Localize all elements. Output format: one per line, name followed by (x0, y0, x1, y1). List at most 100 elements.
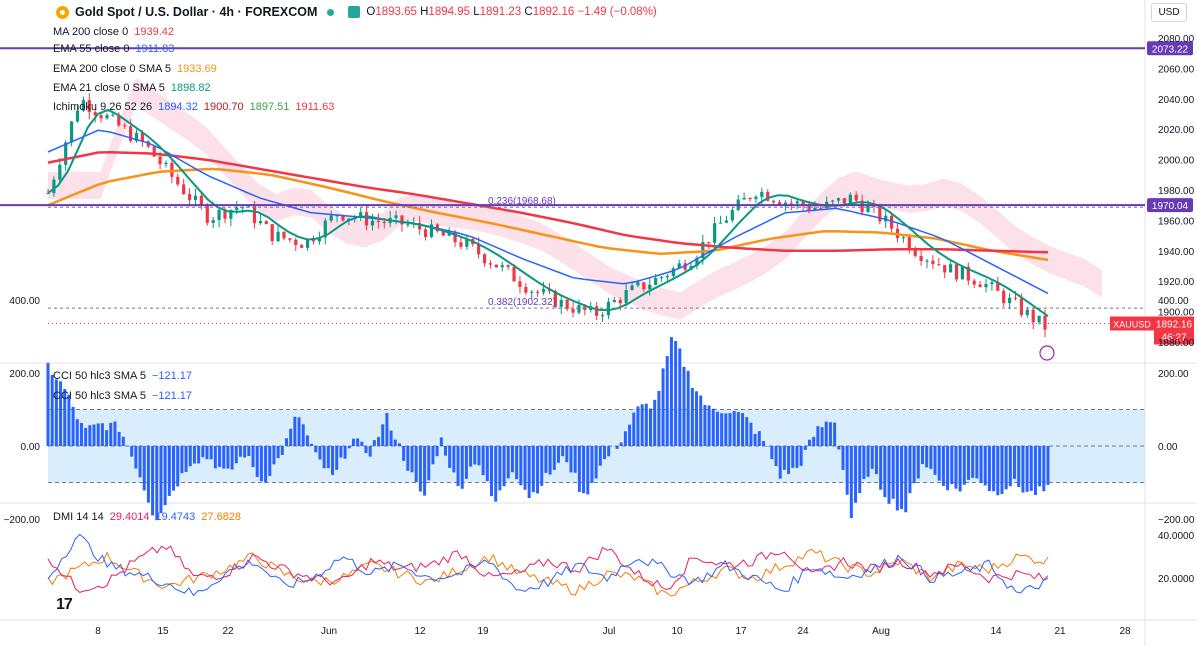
candle-body (677, 263, 681, 269)
candle-body (860, 200, 864, 213)
candle-body (819, 207, 823, 209)
legend-ema55[interactable]: EMA 55 close 0 1911.83 (53, 43, 175, 55)
candle-body (128, 126, 133, 141)
candle-body (1008, 297, 1012, 304)
candle-body (913, 250, 917, 256)
candle-body (789, 202, 793, 204)
ichimoku-cloud (48, 78, 1102, 320)
ema55-line (47, 129, 1049, 295)
dmi-minus-line (47, 533, 1049, 597)
candle-body (1013, 297, 1018, 299)
legend-cci-1[interactable]: CCI 50 hlc3 SMA 5 −121.17 (53, 370, 193, 382)
candle-body (831, 200, 835, 202)
candle-body (990, 282, 994, 285)
price-tick-label: 2060.00 (1158, 64, 1195, 75)
candle-body (494, 264, 498, 268)
candle-body (46, 193, 50, 195)
candle-body (553, 291, 557, 307)
candle-body (329, 215, 333, 221)
candle-body (276, 231, 280, 242)
candle-body (612, 299, 616, 302)
candle-body (75, 110, 80, 122)
candle-body (937, 264, 941, 266)
candle-body (81, 100, 85, 111)
candle-body (158, 156, 162, 165)
candle-body (972, 280, 976, 285)
candle-body (807, 205, 811, 210)
candle-body (978, 284, 982, 288)
candle-body (659, 277, 664, 279)
moving-averages (47, 108, 1049, 318)
candle-body (848, 194, 852, 204)
gold-coin-icon (56, 5, 69, 19)
candle-body (866, 205, 870, 213)
candle-body (1037, 315, 1041, 323)
horizontal-line-label: 1970.04 (1152, 201, 1189, 212)
candle-body (187, 194, 192, 200)
time-tick-label: 22 (222, 626, 234, 637)
legend-dmi[interactable]: DMI 14 14 29.4014 19.4743 27.6828 (53, 511, 242, 523)
legend-ema200[interactable]: EMA 200 close 0 SMA 5 1933.69 (53, 63, 217, 75)
last-price-label: 1892.16 (1156, 320, 1193, 331)
candle-body (1043, 315, 1047, 330)
candle-body (931, 260, 935, 265)
candle-body (69, 121, 74, 143)
visibility-icon[interactable] (348, 6, 361, 18)
candle-body (565, 299, 569, 309)
candle-body (418, 223, 422, 230)
candle-body (748, 198, 752, 200)
change-value: −1.49 (−0.08%) (577, 6, 657, 18)
candle-body (984, 284, 988, 288)
candle-body (146, 141, 150, 147)
cci-pane (46, 337, 1145, 521)
time-tick-label: Aug (872, 626, 890, 637)
candle-body (459, 242, 463, 247)
price-tick-label: 2080.00 (1158, 34, 1195, 45)
candle-body (370, 220, 375, 226)
ema200-line (47, 167, 1049, 262)
candle-body (618, 299, 622, 304)
candle-body (1025, 309, 1029, 316)
candle-body (164, 162, 168, 165)
currency-selector[interactable]: USD (1151, 3, 1187, 22)
candle-body (943, 265, 947, 273)
candle-body (577, 305, 581, 313)
time-tick-label: 17 (735, 626, 747, 637)
candle-body (966, 266, 970, 281)
candle-body (182, 184, 186, 195)
countdown-label: 46:27 (1161, 333, 1186, 344)
dmi-plus-line (47, 545, 1049, 593)
price-tick-label: 1900.00 (1158, 308, 1195, 319)
candle-body (394, 215, 398, 218)
cci-left-tick: 400.00 (9, 296, 40, 307)
legend-ema21[interactable]: EMA 21 close 0 SMA 5 1898.82 (53, 82, 211, 94)
candle-body (724, 220, 729, 223)
candle-body (872, 205, 876, 207)
candle-body (140, 132, 144, 142)
ma200-line (47, 151, 1049, 254)
candle-body (813, 207, 817, 210)
candle-body (718, 222, 723, 224)
candle-body (123, 125, 127, 127)
candle-body (99, 115, 103, 119)
candle-body (730, 209, 734, 221)
candle-body (996, 282, 1000, 291)
dmi-tick-label: 20.0000 (1158, 574, 1195, 585)
candle-body (364, 212, 369, 226)
legend-cci-2[interactable]: CCI 50 hlc3 SMA 5 −121.17 (53, 390, 193, 402)
candle-body (376, 220, 380, 222)
time-tick-label: 8 (95, 626, 101, 637)
cci-tick-label: 400.00 (1158, 296, 1189, 307)
legend-ma200[interactable]: MA 200 close 0 1939.42 (53, 26, 174, 38)
symbol-tag (1110, 316, 1154, 331)
candle-body (241, 207, 245, 209)
legend-ichimoku[interactable]: Ichimoku 9 26 52 26 1894.32 1900.70 1897.51… (53, 101, 335, 113)
candle-body (654, 278, 658, 285)
candle-body (500, 265, 504, 268)
candle-body (836, 198, 841, 201)
candle-body (713, 223, 717, 243)
symbol-title[interactable]: Gold Spot / U.S. Dollar · 4h · FOREXCOM (75, 5, 318, 19)
price-tick-label: 2040.00 (1158, 95, 1195, 106)
